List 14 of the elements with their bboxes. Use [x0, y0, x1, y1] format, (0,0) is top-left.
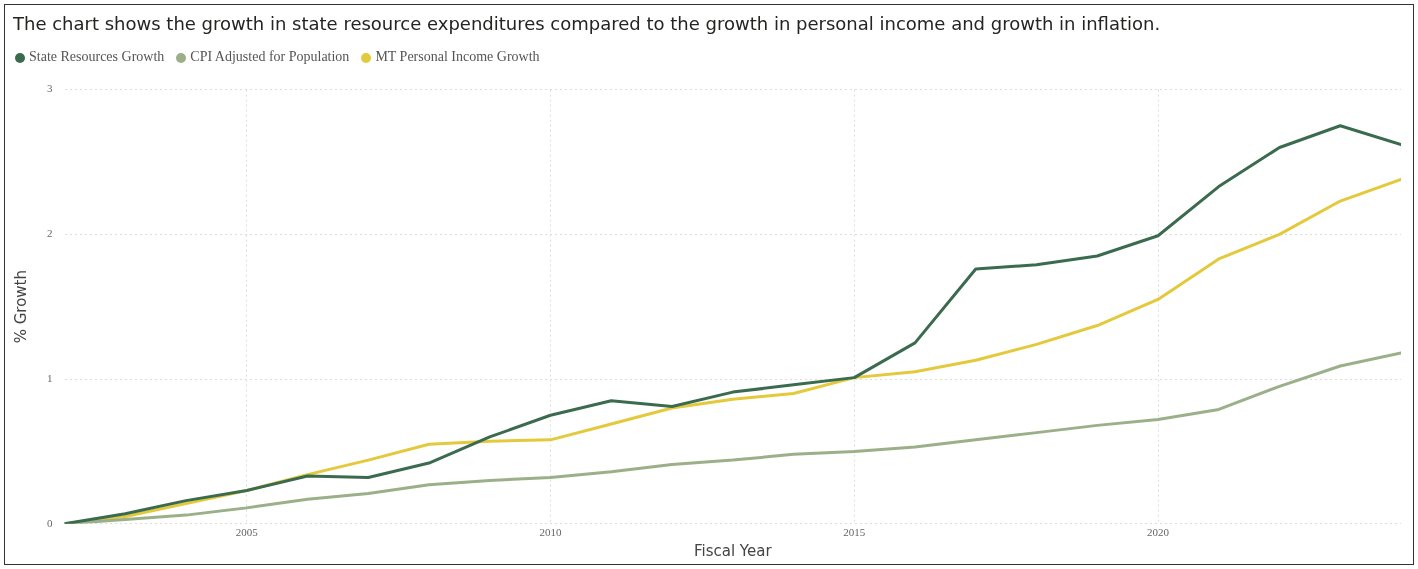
y-tick-label: 2 — [47, 227, 53, 240]
x-tick-label: 2020 — [1147, 526, 1170, 539]
y-tick-label: 0 — [47, 516, 53, 529]
y-tick-label: 3 — [47, 82, 53, 95]
legend-label: CPI Adjusted for Population — [189, 49, 350, 65]
x-axis-title: Fiscal Year — [693, 541, 773, 560]
y-tick-label: 1 — [47, 371, 53, 384]
legend-label: State Resources Growth — [28, 49, 165, 65]
legend-label: MT Personal Income Growth — [374, 49, 540, 65]
x-tick-label: 2010 — [539, 526, 562, 539]
y-axis-title: % Growth — [11, 270, 30, 344]
x-tick-label: 2005 — [235, 526, 259, 539]
chart-title: The chart shows the growth in state resource expenditures compared to the growth in personal income and growth in inflation. — [13, 13, 1161, 34]
x-tick-label: 2015 — [843, 526, 866, 539]
